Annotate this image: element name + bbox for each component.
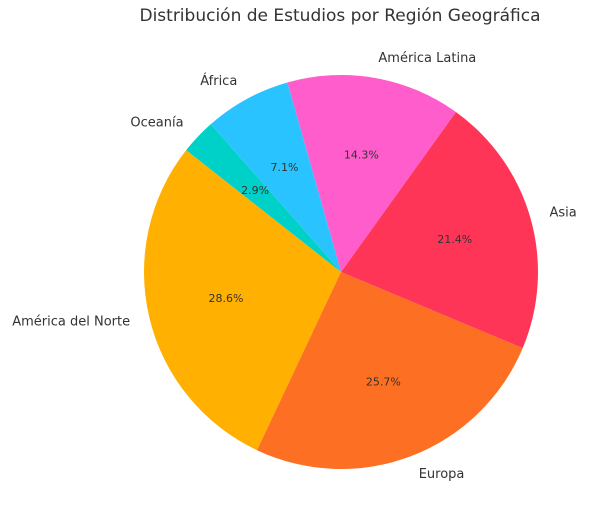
- pie-slice-0: [144, 150, 341, 451]
- pie-slices: [144, 74, 538, 469]
- pie-category-label-1: Europa: [419, 467, 465, 482]
- pie-pct-label-5: 2.9%: [241, 184, 269, 197]
- pie-category-label-3: América Latina: [378, 51, 476, 66]
- pie-pct-label-3: 14.3%: [344, 149, 379, 162]
- pie-category-label-2: Asia: [550, 206, 577, 221]
- pie-category-label-4: África: [200, 73, 237, 89]
- chart-title: Distribución de Estudios por Región Geog…: [139, 6, 541, 26]
- pie-pct-label-0: 28.6%: [209, 292, 244, 305]
- pie-slice-4: [210, 82, 341, 272]
- pie-labels: 28.6% América del Norte 25.7% Europa 21.4% As…: [12, 51, 577, 482]
- pie-category-label-5: Oceanía: [130, 116, 183, 131]
- pie-slice-2: [341, 111, 538, 349]
- pie-slice-1: [257, 272, 523, 469]
- pie-pct-label-1: 25.7%: [366, 375, 401, 388]
- pie-category-label-0: América del Norte: [12, 314, 130, 329]
- pie-slice-5: [186, 124, 341, 272]
- pie-slice-3: [287, 74, 456, 272]
- pie-pct-label-2: 21.4%: [437, 233, 472, 246]
- pie-pct-label-4: 7.1%: [271, 161, 299, 174]
